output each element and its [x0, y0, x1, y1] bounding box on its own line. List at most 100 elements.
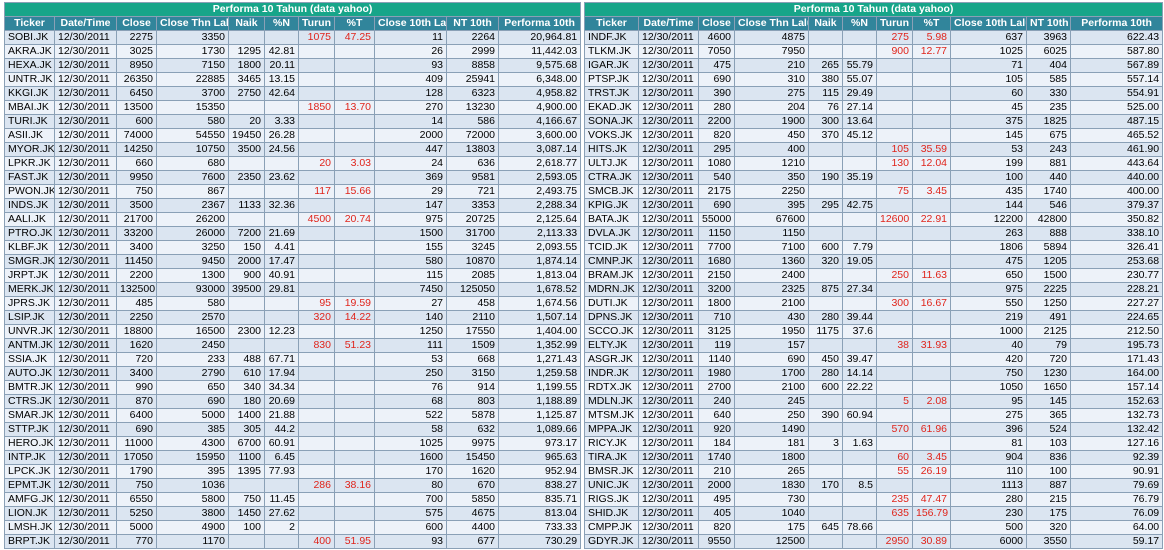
cell-performa-10th[interactable]: 230.77 [1069, 268, 1164, 283]
cell-pct-turun[interactable]: 22.91 [912, 212, 951, 227]
cell-performa-10th[interactable]: 525.00 [1069, 100, 1164, 115]
cell-close-last-year[interactable]: 7150 [156, 58, 229, 73]
cell-nt-10th[interactable]: 2999 [446, 44, 499, 59]
cell-close-10th[interactable]: 975 [950, 282, 1027, 297]
cell-pct-naik[interactable]: 12.23 [264, 324, 299, 339]
cell-close-last-year[interactable]: 2325 [734, 282, 809, 297]
cell-pct-turun[interactable] [334, 324, 375, 339]
cell-nt-10th[interactable]: 175 [1026, 506, 1071, 521]
cell-turun[interactable] [876, 408, 913, 423]
cell-close-10th[interactable]: 45 [950, 100, 1027, 115]
cell-close[interactable]: 660 [116, 156, 157, 171]
cell-close-10th[interactable]: 750 [950, 366, 1027, 381]
cell-naik[interactable]: 280 [808, 310, 843, 325]
cell-performa-10th[interactable]: 79.69 [1069, 478, 1164, 493]
cell-ticker[interactable]: AUTO.JK [4, 366, 55, 381]
cell-pct-turun[interactable]: 11.63 [912, 268, 951, 283]
cell-close[interactable]: 9950 [116, 170, 157, 185]
cell-naik[interactable] [228, 212, 265, 227]
cell-close-10th[interactable]: 447 [374, 142, 447, 157]
cell-close-10th[interactable]: 12200 [950, 212, 1027, 227]
cell-naik[interactable] [808, 394, 843, 409]
cell-close-10th[interactable]: 155 [374, 240, 447, 255]
cell-nt-10th[interactable]: 25941 [446, 72, 499, 87]
cell-naik[interactable]: 115 [808, 86, 843, 101]
cell-ticker[interactable]: ASGR.JK [584, 352, 639, 367]
cell-nt-10th[interactable]: 15450 [446, 450, 499, 465]
cell-naik[interactable]: 39500 [228, 282, 265, 297]
cell-ticker[interactable]: MYOR.JK [4, 142, 55, 157]
cell-date-time[interactable]: 12/30/2011 [638, 324, 699, 339]
cell-date-time[interactable]: 12/30/2011 [54, 58, 117, 73]
cell-nt-10th[interactable]: 3550 [1026, 534, 1071, 549]
cell-turun[interactable] [876, 254, 913, 269]
cell-performa-10th[interactable]: 64.00 [1069, 520, 1164, 535]
cell-pct-naik[interactable]: 67.71 [264, 352, 299, 367]
cell-turun[interactable] [876, 310, 913, 325]
cell-turun[interactable] [298, 282, 335, 297]
cell-date-time[interactable]: 12/30/2011 [54, 324, 117, 339]
cell-ticker[interactable]: CMNP.JK [584, 254, 639, 269]
cell-turun[interactable]: 55 [876, 464, 913, 479]
cell-close-last-year[interactable]: 580 [156, 114, 229, 129]
cell-performa-10th[interactable]: 157.14 [1069, 380, 1164, 395]
cell-pct-naik[interactable]: 17.47 [264, 254, 299, 269]
cell-performa-10th[interactable]: 92.39 [1069, 450, 1164, 465]
cell-ticker[interactable]: MBAI.JK [4, 100, 55, 115]
cell-pct-naik[interactable]: 27.34 [842, 282, 877, 297]
cell-turun[interactable]: 635 [876, 506, 913, 521]
cell-close-10th[interactable]: 147 [374, 198, 447, 213]
cell-close-last-year[interactable]: 5800 [156, 492, 229, 507]
cell-naik[interactable]: 600 [808, 380, 843, 395]
cell-performa-10th[interactable]: 59.17 [1069, 534, 1164, 549]
cell-performa-10th[interactable]: 733.33 [497, 520, 582, 535]
cell-naik[interactable] [228, 296, 265, 311]
cell-date-time[interactable]: 12/30/2011 [54, 254, 117, 269]
cell-naik[interactable]: 1295 [228, 44, 265, 59]
cell-pct-naik[interactable] [264, 100, 299, 115]
cell-turun[interactable] [876, 114, 913, 129]
cell-close-10th[interactable]: 199 [950, 156, 1027, 171]
cell-turun[interactable] [876, 198, 913, 213]
cell-date-time[interactable]: 12/30/2011 [638, 422, 699, 437]
cell-pct-naik[interactable] [842, 44, 877, 59]
cell-turun[interactable]: 4500 [298, 212, 335, 227]
cell-close[interactable]: 710 [698, 310, 735, 325]
cell-turun[interactable] [876, 58, 913, 73]
cell-turun[interactable]: 117 [298, 184, 335, 199]
cell-close-10th[interactable]: 128 [374, 86, 447, 101]
cell-close[interactable]: 720 [116, 352, 157, 367]
cell-turun[interactable]: 12600 [876, 212, 913, 227]
cell-close[interactable]: 1790 [116, 464, 157, 479]
cell-nt-10th[interactable]: 546 [1026, 198, 1071, 213]
cell-ticker[interactable]: ULTJ.JK [584, 156, 639, 171]
cell-close[interactable]: 17050 [116, 450, 157, 465]
cell-pct-naik[interactable] [842, 450, 877, 465]
cell-nt-10th[interactable]: 2110 [446, 310, 499, 325]
cell-turun[interactable] [298, 226, 335, 241]
cell-pct-naik[interactable]: 42.81 [264, 44, 299, 59]
cell-ticker[interactable]: SSIA.JK [4, 352, 55, 367]
cell-naik[interactable]: 1450 [228, 506, 265, 521]
cell-close[interactable]: 405 [698, 506, 735, 521]
cell-ticker[interactable]: IGAR.JK [584, 58, 639, 73]
cell-close-10th[interactable]: 100 [950, 170, 1027, 185]
cell-naik[interactable] [228, 478, 265, 493]
cell-turun[interactable]: 75 [876, 184, 913, 199]
cell-nt-10th[interactable]: 3353 [446, 198, 499, 213]
cell-pct-turun[interactable] [912, 380, 951, 395]
cell-performa-10th[interactable]: 461.90 [1069, 142, 1164, 157]
cell-naik[interactable] [808, 296, 843, 311]
cell-pct-naik[interactable]: 21.88 [264, 408, 299, 423]
cell-close-10th[interactable]: 396 [950, 422, 1027, 437]
cell-naik[interactable]: 300 [808, 114, 843, 129]
cell-pct-naik[interactable]: 29.49 [842, 86, 877, 101]
cell-date-time[interactable]: 12/30/2011 [54, 464, 117, 479]
cell-nt-10th[interactable]: 836 [1026, 450, 1071, 465]
cell-performa-10th[interactable]: 127.16 [1069, 436, 1164, 451]
cell-date-time[interactable]: 12/30/2011 [638, 72, 699, 87]
cell-nt-10th[interactable]: 125050 [446, 282, 499, 297]
cell-close[interactable]: 2700 [698, 380, 735, 395]
cell-turun[interactable]: 400 [298, 534, 335, 549]
cell-performa-10th[interactable]: 11,442.03 [497, 44, 582, 59]
